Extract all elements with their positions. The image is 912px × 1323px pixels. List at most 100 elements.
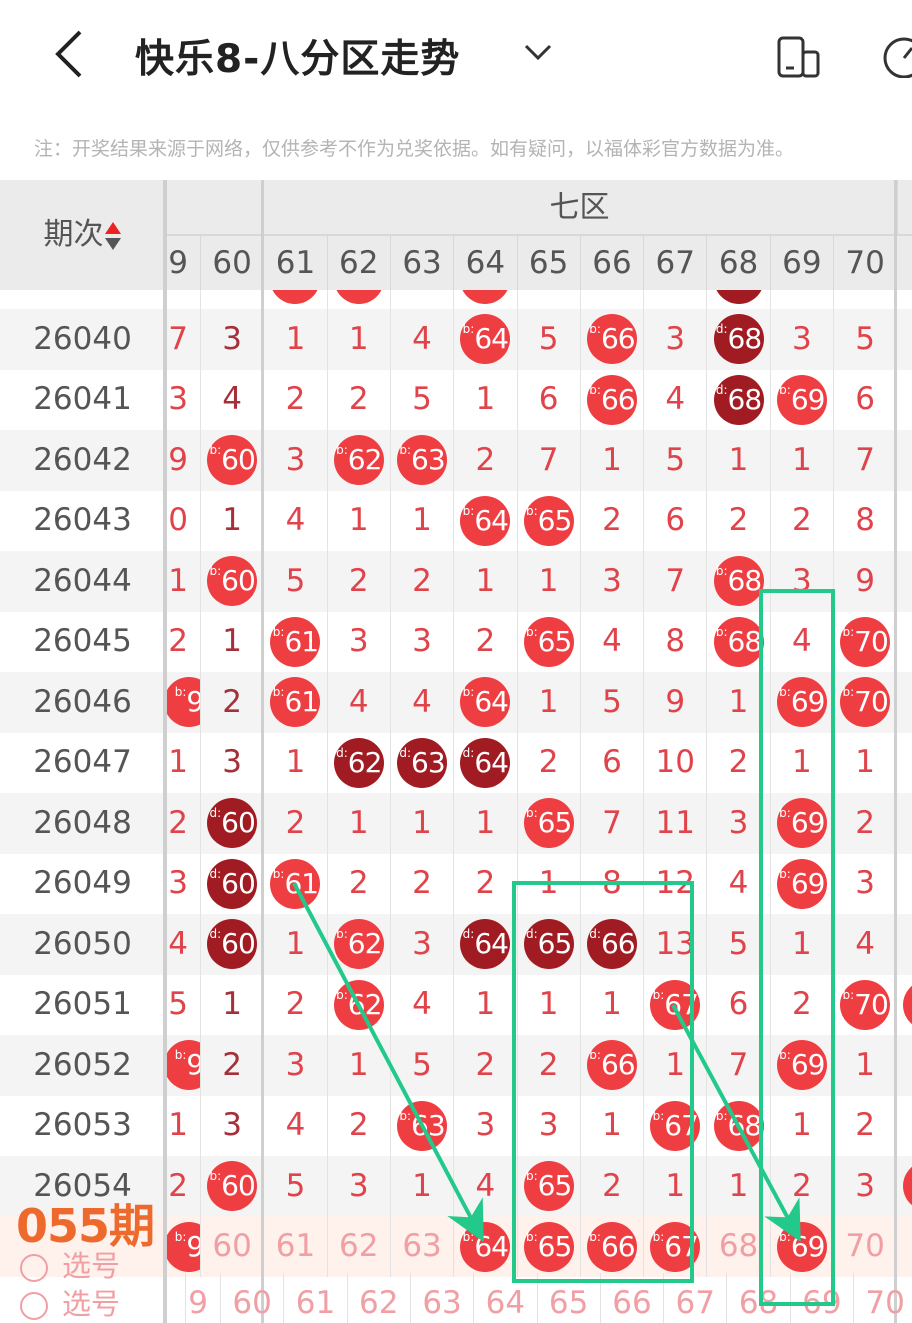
miss-count: 2 [855,804,876,841]
number-cell: 1 [263,308,326,370]
drawn-number-ball: b:65 [523,1161,574,1211]
miss-count: 7 [538,441,559,478]
drawn-number-ball: b:66 [586,374,637,425]
number-cell: 1 [200,974,263,1035]
number-cell[interactable]: b:64 [453,1216,516,1277]
number-cell: 1 [579,974,643,1035]
number-cell[interactable]: 68 [706,1216,769,1277]
number-cell: b:68 [706,550,769,612]
number-cell[interactable]: 67 [663,1272,726,1323]
miss-count: 3 [855,865,876,901]
radio-circle-icon[interactable] [20,1254,48,1282]
number-cell: b:9 [165,671,200,733]
number-cell: 1 [453,974,516,1035]
miss-count: 12 [655,865,695,901]
number-cell[interactable]: 9 [185,1272,220,1323]
number-cell: 7 [516,429,580,491]
miss-count: 70 [845,1228,885,1264]
miss-count: 60 [232,1284,272,1321]
number-cell: 2 [326,1095,390,1156]
number-cell: 3 [200,1095,263,1156]
number-cell[interactable]: b:65 [516,1216,580,1277]
pick-label: 选号 [62,1249,121,1283]
number-cell: 1 [165,550,200,612]
pick-radio[interactable]: 选号 [20,1250,120,1282]
timer-icon[interactable] [878,36,912,78]
number-cell[interactable]: b:9 [165,1216,200,1277]
number-cell: 3 [263,1034,326,1096]
number-cell: 2 [453,611,516,672]
number-cell[interactable]: 68 [726,1272,789,1323]
pick-radio[interactable]: 选号 [20,1288,120,1320]
miss-count: 1 [285,320,306,357]
number-cell: b:61 [263,853,326,914]
number-cell: 2 [263,369,326,430]
drawn-number-ball: b:64 [460,314,511,364]
number-cell[interactable]: b:69 [769,1216,833,1277]
number-cell: b:65 [516,1155,580,1217]
number-cell[interactable] [896,1216,912,1277]
miss-count: 1 [538,562,559,599]
table-row: 26047 1 3 1 d:62 d:63 d:64 2 6 10 2 1 1 [0,732,912,793]
miss-count: 2 [728,744,749,780]
miss-count: 5 [412,1046,432,1083]
drawn-number-ball: d:64 [460,737,511,788]
table-row: 26040 7 3 1 1 4 b:64 5 b:66 3 d:68 3 5 [0,308,912,370]
miss-count: 3 [728,804,749,841]
number-cell[interactable]: 60 [220,1272,283,1323]
number-cell: 1 [326,792,390,854]
miss-count: 6 [538,381,559,417]
period-header[interactable]: 期次 [0,180,165,290]
number-cell[interactable]: 69 [789,1272,853,1323]
miss-count: 1 [791,441,812,478]
drawn-number-ball: d:60 [207,798,258,848]
number-cell: 1 [706,429,769,491]
chevron-down-icon[interactable] [522,40,554,64]
number-cell [896,1034,912,1096]
number-cell[interactable]: 65 [536,1272,600,1323]
number-cell[interactable]: 61 [263,1216,326,1277]
miss-count: 0 [168,502,188,538]
chevron-left-icon[interactable] [50,28,90,80]
miss-count: 10 [655,744,695,780]
number-cell: b: [896,974,912,1035]
drawn-number-ball: b:65 [523,1221,574,1272]
number-cell: b:66 [579,308,643,370]
number-cell[interactable]: 62 [346,1272,410,1323]
number-cell[interactable]: 66 [599,1272,663,1323]
number-cell [896,853,912,914]
phone-rotate-icon[interactable] [776,36,822,78]
number-cell[interactable]: 60 [200,1216,263,1277]
number-cell: 1 [389,1155,453,1217]
miss-count: 5 [285,1167,306,1204]
number-cell[interactable]: 63 [409,1272,473,1323]
miss-count: 3 [855,1167,876,1204]
sort-up-down-icon[interactable] [104,220,122,252]
number-cell[interactable]: b:66 [579,1216,643,1277]
number-cell: 1 [579,429,643,491]
miss-count: 8 [855,502,876,538]
miss-count: 2 [412,562,432,599]
number-cell[interactable]: 61 [283,1272,346,1323]
number-cell[interactable]: 70 [833,1216,896,1277]
period-number: 26045 [33,623,132,659]
number-cell[interactable]: b:67 [643,1216,706,1277]
miss-count: 68 [718,1228,759,1264]
drawn-number-ball: b:69 [776,798,827,848]
number-cell[interactable]: 62 [326,1216,390,1277]
radio-circle-icon[interactable] [20,1292,48,1320]
number-cell[interactable]: 70 [853,1272,912,1323]
number-cell [896,913,912,975]
number-cell[interactable]: 64 [473,1272,536,1323]
number-cell[interactable]: 63 [389,1216,453,1277]
number-cell: b:62 [326,913,390,975]
table-row: 26052 b:9 2 3 1 5 2 2 b:66 1 7 b:69 1 [0,1034,912,1096]
number-cell: b:69 [769,1034,833,1096]
number-cell: 9 [833,550,896,612]
number-cell: 1 [769,732,833,793]
number-cell: 6 [579,732,643,793]
number-cell: 2 [165,792,200,854]
number-cell: 5 [579,671,643,733]
